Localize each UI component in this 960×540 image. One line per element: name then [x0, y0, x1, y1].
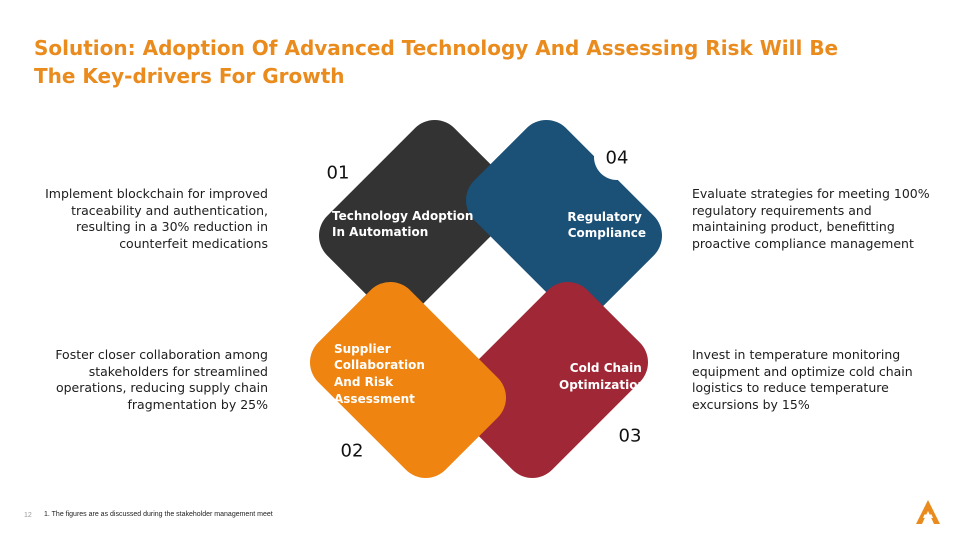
badge-01: 01	[315, 149, 361, 195]
description-04: Evaluate strategies for meeting 100% reg…	[692, 186, 930, 251]
badge-03: 03	[607, 412, 653, 458]
petal-03-label: Cold Chain Optimization	[559, 361, 646, 392]
description-03: Invest in temperature monitoring equipme…	[692, 347, 913, 412]
badge-04-number: 04	[606, 148, 629, 169]
badge-02-number: 02	[341, 441, 364, 462]
badge-03-number: 03	[619, 426, 642, 447]
petal-04	[465, 119, 663, 317]
badge-04: 04	[594, 134, 640, 180]
petal-04-label: Regulatory Compliance	[567, 210, 646, 240]
badge-02: 02	[329, 427, 375, 473]
page-title: Solution: Adoption Of Advanced Technolog…	[34, 36, 839, 88]
footnote: 1. The figures are as discussed during t…	[44, 511, 273, 518]
description-01: Implement blockchain for improved tracea…	[45, 186, 268, 251]
description-02: Foster closer collaboration among stakeh…	[55, 347, 268, 412]
badge-01-number: 01	[327, 163, 350, 184]
petal-02	[309, 281, 507, 479]
page-number: 12	[24, 512, 32, 519]
company-logo-icon	[916, 500, 940, 524]
petal-01	[318, 119, 516, 317]
petal-03	[451, 281, 649, 479]
petal-01-label: Technology Adoption In Automation	[332, 209, 478, 239]
petal-02-label: Supplier Collaboration And Risk Assessme…	[334, 342, 429, 406]
